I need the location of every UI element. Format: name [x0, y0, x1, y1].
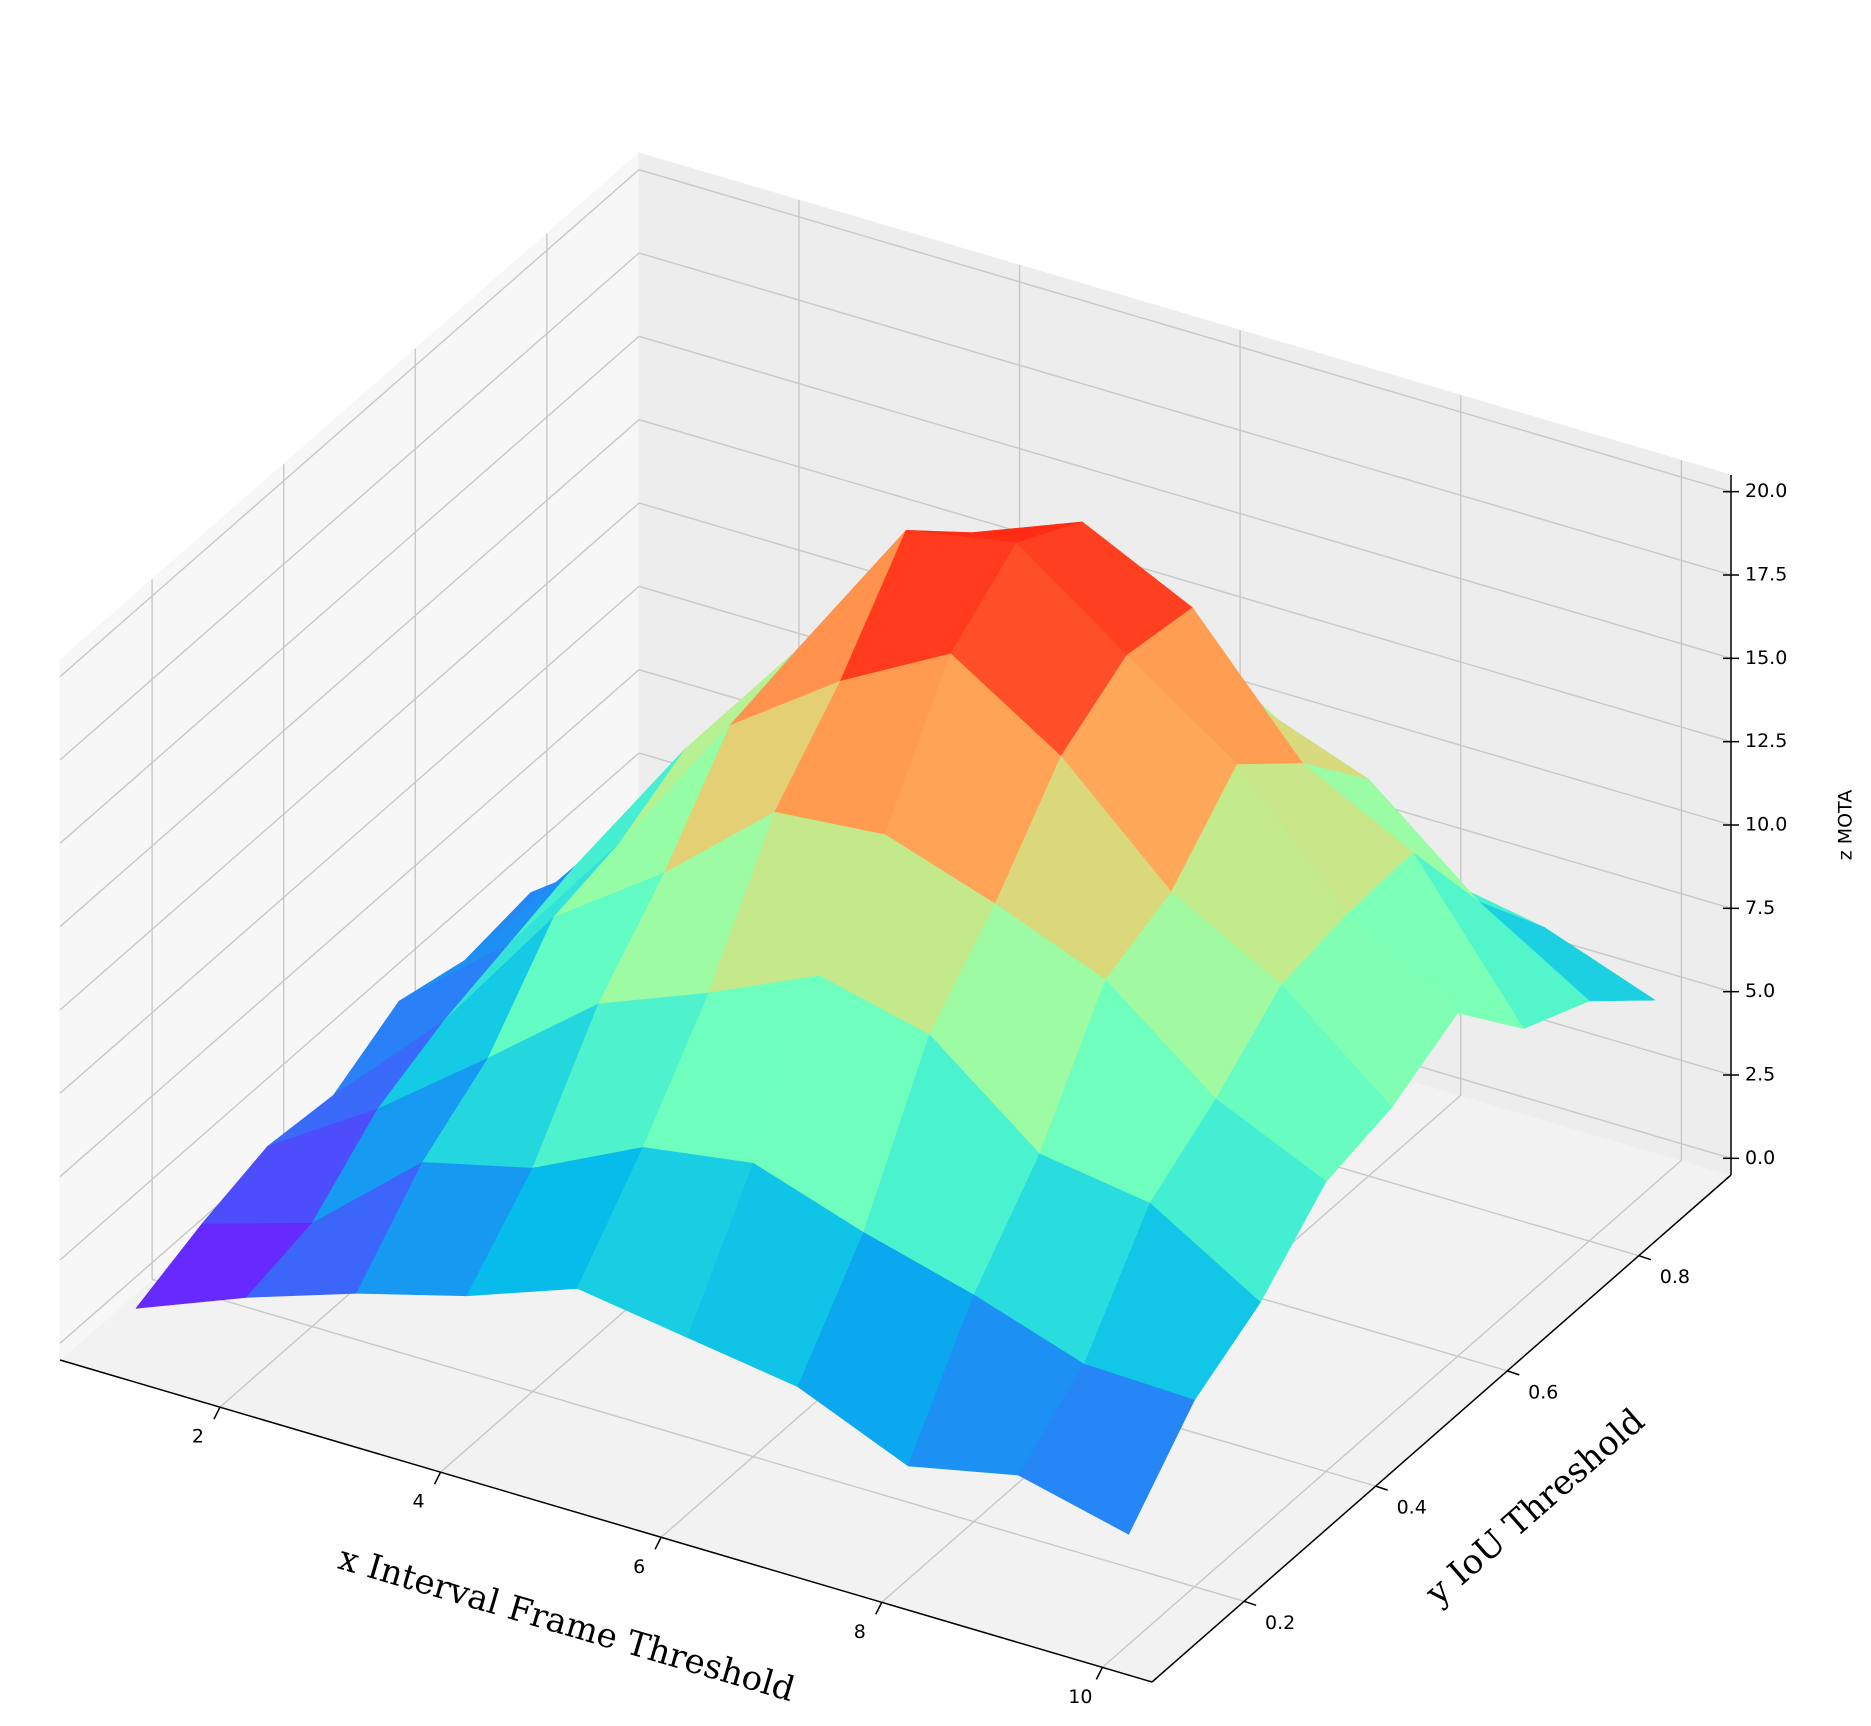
surface-patch	[1018, 1363, 1195, 1535]
y-tick-label: 0.2	[1265, 1612, 1295, 1634]
grid-line	[638, 252, 1732, 576]
x-axis-label: x Interval Frame Threshold	[334, 1538, 799, 1710]
z-tick-label: 5.0	[1745, 980, 1775, 1002]
y-axis-line	[1151, 1174, 1732, 1683]
x-tick-label: 6	[633, 1556, 645, 1578]
x-tick-label: 2	[192, 1426, 204, 1448]
grid-line	[59, 169, 640, 678]
grid-line	[638, 335, 1732, 660]
x-tick	[1095, 1667, 1104, 1680]
x-tick-label: 4	[412, 1491, 424, 1513]
z-tick-label: 17.5	[1745, 564, 1787, 586]
grid-line	[59, 585, 640, 1094]
grid-line	[59, 252, 640, 761]
x-tick	[213, 1406, 221, 1420]
x-tick	[875, 1601, 883, 1615]
y-tick-label: 0.6	[1528, 1381, 1558, 1403]
z-axis-label: z MOTA	[1835, 790, 1857, 861]
z-tick-label: 12.5	[1745, 730, 1787, 752]
grid-line	[1101, 1159, 1682, 1668]
grid-line	[59, 502, 640, 1011]
z-tick-label: 2.5	[1745, 1064, 1775, 1086]
z-tick-label: 10.0	[1745, 814, 1787, 836]
x-tick-label: 10	[1068, 1686, 1092, 1708]
z-tick-label: 0.0	[1745, 1147, 1775, 1169]
y-tick-label: 0.8	[1660, 1266, 1690, 1288]
x-tick	[654, 1536, 662, 1550]
surface	[135, 521, 1656, 1535]
y-tick	[1507, 1370, 1520, 1376]
y-tick	[1638, 1254, 1652, 1261]
grid-line	[59, 419, 640, 928]
grid-line	[59, 752, 640, 1261]
x-tick	[433, 1471, 442, 1485]
z-tick-label: 15.0	[1745, 647, 1787, 669]
x-tick-label: 8	[854, 1621, 866, 1643]
grid-line	[151, 1278, 1245, 1603]
grid-line	[59, 669, 640, 1178]
z-tick-label: 20.0	[1745, 480, 1787, 502]
z-tick-label: 7.5	[1745, 897, 1775, 919]
y-tick-label: 0.4	[1397, 1497, 1427, 1519]
grid-line	[59, 335, 640, 844]
y-axis-label: y IoU Threshold	[1417, 1401, 1652, 1614]
y-tick	[1375, 1485, 1388, 1491]
y-tick	[1243, 1600, 1257, 1607]
grid-line	[638, 168, 1732, 493]
x-axis-line	[59, 1359, 1153, 1683]
grid-line	[638, 418, 1732, 743]
